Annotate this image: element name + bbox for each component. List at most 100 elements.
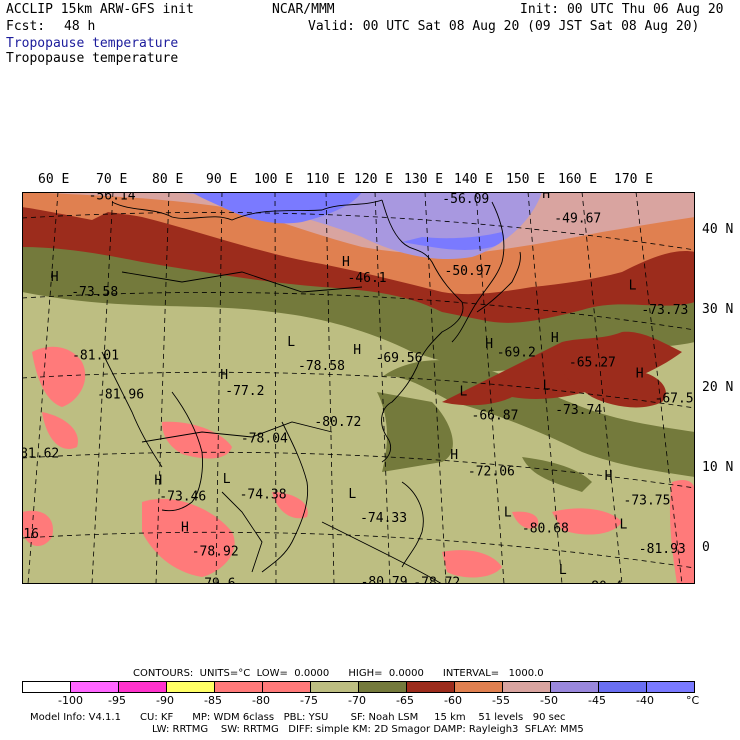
colorbar-tick: -75 bbox=[300, 694, 318, 707]
value-label: -56.14 bbox=[89, 192, 136, 203]
pressure-center-label: H bbox=[450, 448, 458, 463]
field-blue-core bbox=[192, 192, 362, 224]
grid-lon-150 bbox=[527, 192, 563, 584]
colorbar-tick: -85 bbox=[204, 694, 222, 707]
lon-label: 70 E bbox=[96, 172, 128, 187]
value-label: -73.75 bbox=[624, 494, 671, 509]
value-label: -49.67 bbox=[554, 211, 601, 226]
field-salmon-9 bbox=[442, 550, 502, 578]
map-panel: -56.14-42.59H-46.1H-56.09H-49.67-50.97H-… bbox=[22, 192, 695, 584]
grid-lon-100 bbox=[274, 192, 277, 584]
value-label: -80.4 bbox=[583, 580, 622, 584]
pressure-center-label: L bbox=[223, 472, 231, 487]
pressure-center-label: H bbox=[605, 469, 613, 484]
border-interior bbox=[121, 271, 363, 293]
header-init: Init: 00 UTC Thu 06 Aug 20 bbox=[520, 2, 724, 17]
color-swatch bbox=[311, 682, 359, 692]
graticule bbox=[22, 192, 695, 584]
header-fcst-label: Fcst: bbox=[6, 19, 46, 34]
value-label: -69.56 bbox=[376, 351, 423, 366]
grid-lon-90 bbox=[215, 192, 223, 584]
grid-lon-60 bbox=[27, 192, 59, 584]
lat-label: 30 N bbox=[702, 302, 734, 317]
field-salmon-6 bbox=[22, 510, 53, 547]
pressure-center-label: L bbox=[460, 384, 468, 399]
colorbar-tick: -60 bbox=[444, 694, 462, 707]
value-label: -78.92 bbox=[192, 544, 239, 559]
colorbar-tick: -90 bbox=[156, 694, 174, 707]
pressure-center-label: H bbox=[353, 343, 361, 358]
value-label: -72.06 bbox=[468, 464, 515, 479]
lon-label: 120 E bbox=[354, 172, 394, 187]
field-title-2: Tropopause temperature bbox=[6, 51, 179, 66]
pressure-center-label: L bbox=[348, 487, 356, 502]
pressure-center-label: H bbox=[220, 368, 228, 383]
field-salmon-7 bbox=[552, 508, 622, 535]
temperature-field bbox=[22, 192, 695, 584]
border-country bbox=[141, 421, 333, 443]
value-label: -77.2 bbox=[225, 384, 264, 399]
colorbar-tick: -80 bbox=[252, 694, 270, 707]
field-title-1: Tropopause temperature bbox=[6, 36, 179, 51]
field-salmon-10 bbox=[512, 511, 539, 529]
grid-lon-80 bbox=[155, 192, 170, 584]
lat-label: 10 N bbox=[702, 460, 734, 475]
header-center: NCAR/MMM bbox=[272, 2, 335, 17]
value-label: -73.74 bbox=[555, 403, 602, 418]
value-label: -74.33 bbox=[360, 511, 407, 526]
lon-label: 140 E bbox=[454, 172, 494, 187]
field-salmon-3 bbox=[162, 421, 232, 459]
grid-lat-0 bbox=[22, 531, 695, 569]
coast-china bbox=[381, 199, 464, 463]
value-label: -80.68 bbox=[522, 522, 569, 537]
color-bar bbox=[22, 681, 695, 693]
header-valid: Valid: 00 UTC Sat 08 Aug 20 (09 JST Sat … bbox=[308, 19, 700, 34]
field-darkred-blob bbox=[562, 364, 666, 408]
field-salmon-5 bbox=[272, 492, 308, 519]
colorbar-tick: -70 bbox=[348, 694, 366, 707]
lon-label: 90 E bbox=[206, 172, 238, 187]
pressure-center-label: H bbox=[154, 473, 162, 488]
value-label: -81.93 bbox=[639, 542, 686, 557]
field-salmon-8 bbox=[669, 480, 695, 584]
pressure-center-label: H bbox=[51, 270, 59, 285]
border-north bbox=[111, 199, 383, 221]
coast-india-west bbox=[101, 351, 163, 468]
value-label: -73.73 bbox=[641, 303, 688, 318]
value-label: -78.04 bbox=[241, 432, 288, 447]
grid-lat-40 bbox=[22, 212, 695, 251]
value-label: 6.76 bbox=[22, 583, 28, 584]
pressure-center-label: H bbox=[485, 337, 493, 352]
color-swatch bbox=[119, 682, 167, 692]
color-swatch bbox=[23, 682, 71, 692]
colorbar-tick: -40 bbox=[636, 694, 654, 707]
colorbar-tick: -100 bbox=[58, 694, 83, 707]
field-orange-west bbox=[22, 197, 112, 220]
value-label: -67.54 bbox=[655, 391, 696, 406]
colorbar-tick: -55 bbox=[492, 694, 510, 707]
grid-lon-110 bbox=[325, 192, 335, 584]
pressure-center-label: L bbox=[504, 505, 512, 520]
color-swatch bbox=[167, 682, 215, 692]
value-label: -78.72 bbox=[413, 576, 460, 585]
grid-lon-120 bbox=[374, 192, 391, 584]
field-olive-patch bbox=[522, 457, 592, 492]
value-label: -78.58 bbox=[298, 359, 345, 374]
lat-label: 40 N bbox=[702, 222, 734, 237]
pressure-center-label: L bbox=[543, 379, 551, 394]
grid-lat-30 bbox=[22, 292, 695, 331]
value-label: -81.01 bbox=[72, 349, 119, 364]
field-salmon-1 bbox=[32, 346, 86, 407]
colorbar-tick: °C bbox=[686, 694, 700, 707]
grid-lon-160 bbox=[581, 192, 623, 584]
value-label: -80.79 bbox=[361, 575, 408, 584]
colorbar-tick: -95 bbox=[108, 694, 126, 707]
color-swatch bbox=[71, 682, 119, 692]
lon-label: 150 E bbox=[506, 172, 546, 187]
pressure-center-label: H bbox=[551, 331, 559, 346]
value-label: -56.09 bbox=[442, 192, 489, 207]
lat-label: 0 bbox=[702, 540, 710, 555]
value-label: 81.62 bbox=[22, 447, 59, 462]
value-label: -81.96 bbox=[97, 387, 144, 402]
pressure-center-label: H bbox=[342, 255, 350, 270]
